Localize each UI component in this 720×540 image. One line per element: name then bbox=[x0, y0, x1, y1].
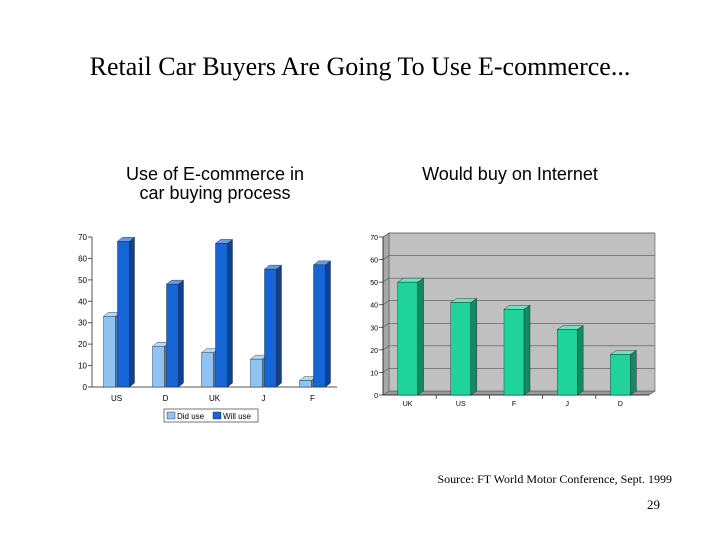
bar-will-use-F-front bbox=[313, 264, 326, 388]
y-tick-label: 50 bbox=[370, 280, 378, 287]
y-tick-label: 0 bbox=[374, 393, 378, 400]
source-note: Source: FT World Motor Conference, Sept.… bbox=[437, 472, 672, 486]
legend-label: Did use bbox=[177, 412, 205, 421]
y-tick-label: 20 bbox=[78, 340, 87, 349]
bar-will-use-US-side bbox=[129, 236, 135, 388]
bar-will-use-J bbox=[263, 264, 283, 388]
bar-would-buy-F-side bbox=[523, 304, 531, 396]
bar-will-use-D-front bbox=[166, 283, 179, 388]
y-tick-label: 20 bbox=[370, 348, 378, 355]
bar-would-buy-US bbox=[450, 298, 478, 396]
chart1-title-line1: Use of E-commerce in bbox=[125, 164, 305, 184]
bar-would-buy-J-front bbox=[556, 329, 578, 396]
chart1-legend: Did use Will use bbox=[163, 408, 259, 423]
y-tick-label: 60 bbox=[370, 258, 378, 265]
bar-will-use-UK bbox=[214, 239, 234, 388]
bar-will-use-UK-front bbox=[215, 243, 228, 388]
slide-title: Retail Car Buyers Are Going To Use E-com… bbox=[89, 52, 631, 81]
page-number: 29 bbox=[647, 497, 660, 512]
bar-will-use-D bbox=[165, 279, 185, 388]
bar-would-buy-J-side bbox=[576, 325, 584, 396]
bar-will-use-J-side bbox=[276, 264, 282, 388]
chart1-title: Use of E-commerce in car buying process bbox=[95, 165, 335, 203]
bar-would-buy-D-side bbox=[630, 349, 637, 396]
y-tick-label: 10 bbox=[370, 370, 378, 377]
bar-did-use-D-front bbox=[152, 346, 165, 388]
bar-would-buy-D-front bbox=[610, 354, 631, 396]
bar-will-use-US bbox=[116, 236, 136, 388]
bar-will-use-F bbox=[312, 260, 332, 388]
bar-would-buy-US-front bbox=[450, 302, 472, 396]
y-tick-label: 30 bbox=[370, 325, 378, 332]
x-tick-label: F bbox=[512, 401, 516, 408]
bar-did-use-F-front bbox=[299, 380, 312, 388]
bar-will-use-US-front bbox=[117, 241, 130, 388]
y-tick-label: 40 bbox=[78, 297, 87, 306]
bar-will-use-UK-side bbox=[227, 239, 233, 388]
y-tick-label: 50 bbox=[78, 276, 87, 285]
would-buy-bar-chart: 0 10 20 30 40 50 60 70 UK US F J D bbox=[370, 232, 656, 408]
bar-would-buy-UK-front bbox=[397, 281, 418, 396]
x-tick-label: D bbox=[163, 394, 169, 403]
chart1-title-line2: car buying process bbox=[139, 183, 291, 203]
legend-swatch bbox=[166, 411, 176, 420]
bar-did-use-J-front bbox=[250, 358, 263, 388]
y-tick-label: 30 bbox=[78, 319, 87, 328]
bar-will-use-J-front bbox=[264, 268, 277, 388]
gridline bbox=[382, 232, 655, 238]
bar-will-use-D-side bbox=[178, 279, 184, 388]
bar-would-buy-F-front bbox=[503, 309, 525, 396]
y-tick-label: 60 bbox=[78, 254, 87, 263]
bar-will-use-F-side bbox=[325, 260, 331, 388]
bar-would-buy-UK-side bbox=[417, 277, 424, 396]
y-tick-label: 70 bbox=[78, 233, 87, 242]
y-tick-label: 0 bbox=[83, 383, 88, 392]
gridline bbox=[382, 300, 655, 305]
gridline bbox=[382, 322, 655, 328]
bar-would-buy-F bbox=[503, 304, 531, 396]
legend-label: Will use bbox=[223, 412, 252, 421]
legend-swatch bbox=[212, 411, 222, 420]
x-tick-label: US bbox=[456, 401, 466, 408]
y-tick-label: 10 bbox=[78, 362, 87, 371]
x-tick-label: J bbox=[262, 394, 266, 403]
bar-would-buy-UK bbox=[396, 277, 425, 396]
x-tick-label: J bbox=[565, 401, 569, 408]
bar-would-buy-D bbox=[609, 349, 638, 396]
bar-did-use-US-front bbox=[103, 316, 116, 388]
gridline bbox=[382, 255, 655, 260]
y-tick-label: 70 bbox=[370, 235, 378, 242]
x-tick-label: UK bbox=[209, 394, 221, 403]
bar-would-buy-US-side bbox=[470, 298, 478, 396]
bar-did-use-UK-front bbox=[201, 352, 214, 388]
x-tick-label: US bbox=[111, 394, 122, 403]
bar-would-buy-J bbox=[556, 325, 584, 396]
x-tick-label: UK bbox=[403, 401, 413, 408]
x-tick-label: F bbox=[310, 394, 315, 403]
x-tick-label: D bbox=[618, 401, 623, 408]
chart2-title: Would buy on Internet bbox=[422, 164, 598, 184]
legend-box bbox=[163, 408, 259, 423]
gridline bbox=[382, 277, 655, 283]
y-tick-label: 40 bbox=[370, 303, 378, 310]
did-will-use-bar-chart: 0 10 20 30 40 50 60 70 US D UK J F Did use Will use bbox=[78, 233, 337, 423]
